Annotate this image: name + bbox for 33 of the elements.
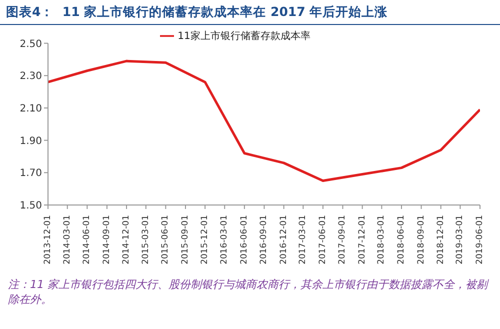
text: 注：11 家上市银行包括四大行、股份制银行与城商农商行，其余上市银行由于数据披露不全，被剔除在外。 — [8, 277, 490, 308]
x-tick-label: 2017-09-01 — [338, 215, 348, 264]
x-tick-label: 2017-12-01 — [357, 215, 368, 264]
y-tick-label: 2.50 — [20, 38, 42, 50]
x-tick-label: 2018-12-01 — [436, 215, 446, 264]
x-tick-label: 2018-03-01 — [376, 215, 387, 264]
y-tick-label: 1.50 — [20, 200, 42, 212]
legend-label: 11家上市银行储蓄存款成本率 — [178, 31, 310, 42]
x-tick-label: 2019-06-01 — [475, 215, 485, 264]
x-tick-label: 2017-06-01 — [318, 215, 328, 264]
x-tick-label: 2015-09-01 — [180, 215, 190, 264]
x-tick-label: 2017-03-01 — [298, 215, 308, 264]
chart-title: 图表4： 11 家上市银行的储蓄存款成本率在 2017 年后开始上涨 — [0, 0, 500, 25]
x-tick-label: 2016-09-01 — [259, 215, 270, 264]
x-tick-label: 2014-03-01 — [62, 215, 72, 264]
y-tick-label: 1.90 — [20, 136, 42, 147]
x-tick-label: 2013-12-01 — [43, 215, 53, 264]
x-tick-label: 2014-12-01 — [122, 215, 132, 264]
x-tick-label: 2015-06-01 — [160, 215, 171, 264]
x-tick-label: 2014-06-01 — [82, 215, 92, 264]
x-tick-label: 2016-03-01 — [220, 215, 230, 264]
x-tick-label: 2015-03-01 — [140, 215, 151, 264]
y-tick-label: 2.10 — [20, 104, 42, 115]
x-tick-label: 2018-06-01 — [396, 215, 406, 264]
line-series — [48, 60, 480, 182]
x-tick-label: 2014-09-01 — [102, 215, 112, 264]
x-tick-label: 2016-06-01 — [239, 215, 250, 264]
x-tick-label: 2015-12-01 — [200, 215, 210, 264]
y-tick-label: 2.30 — [20, 71, 42, 82]
x-tick-label: 2018-09-01 — [416, 215, 426, 264]
x-tick-label: 2016-12-01 — [278, 215, 289, 264]
y-tick-label: 1.70 — [20, 168, 42, 180]
x-tick-label: 2019-03-01 — [455, 215, 466, 264]
